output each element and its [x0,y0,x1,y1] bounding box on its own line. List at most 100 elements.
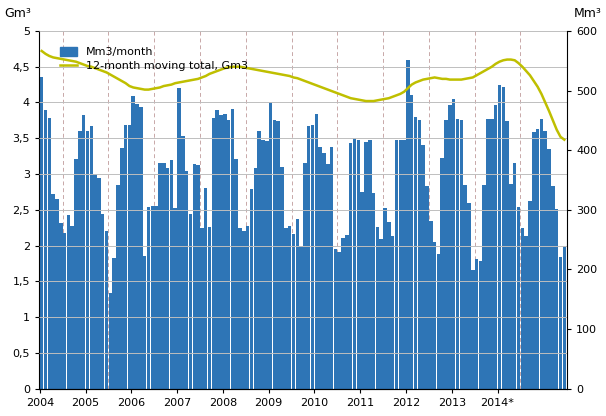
Bar [101,214,104,389]
Bar [223,114,227,389]
Bar [291,234,295,389]
Bar [67,215,70,389]
Bar [97,178,101,389]
Bar [158,163,162,389]
Bar [494,105,498,389]
Bar [193,164,196,389]
Bar [399,140,402,389]
Bar [559,257,562,389]
Bar [59,223,62,389]
Bar [315,114,318,389]
Bar [55,199,59,389]
Bar [441,158,444,389]
Bar [280,167,284,389]
Bar [265,141,268,389]
Bar [402,140,406,389]
Bar [303,163,307,389]
Bar [299,245,303,389]
Bar [132,96,135,389]
Bar [185,171,188,389]
Bar [311,125,315,389]
Bar [410,95,413,389]
Bar [551,186,554,389]
Bar [47,118,51,389]
Bar [238,228,242,389]
Bar [341,238,345,389]
Bar [448,105,451,389]
Bar [215,110,219,389]
Bar [200,228,204,389]
Bar [509,184,513,389]
Bar [376,227,379,389]
Bar [334,249,337,389]
Bar [93,174,97,389]
Bar [105,231,108,389]
Bar [120,148,124,389]
Bar [490,119,494,389]
Bar [505,121,509,389]
Bar [112,258,116,389]
Bar [452,99,456,389]
Bar [162,163,165,389]
Bar [475,259,478,389]
Bar [562,245,566,389]
Bar [532,132,536,389]
Bar [383,208,387,389]
Bar [261,140,265,389]
Bar [143,256,147,389]
Bar [387,222,391,389]
Bar [406,59,410,389]
Bar [459,120,463,389]
Bar [242,231,245,389]
Bar [379,239,383,389]
Bar [52,194,55,389]
Bar [361,192,364,389]
Bar [528,201,531,389]
Bar [437,254,440,389]
Bar [433,242,436,389]
Bar [78,131,82,389]
Bar [85,131,89,389]
Bar [108,293,112,389]
Bar [498,84,501,389]
Bar [368,140,371,389]
Bar [124,125,127,389]
Bar [322,153,326,389]
Bar [188,214,192,389]
Bar [326,164,330,389]
Bar [536,129,539,389]
Bar [544,131,547,389]
Bar [456,119,459,389]
Bar [364,142,368,389]
Bar [395,140,398,389]
Bar [246,226,250,389]
Text: Gm³: Gm³ [4,7,32,20]
Bar [486,119,490,389]
Bar [250,189,253,389]
Bar [296,219,299,389]
Bar [63,233,66,389]
Bar [219,115,223,389]
Bar [521,228,524,389]
Bar [166,168,169,389]
Bar [211,117,215,389]
Bar [471,270,474,389]
Bar [269,102,272,389]
Bar [139,107,142,389]
Bar [482,185,486,389]
Text: Mm³: Mm³ [574,7,602,20]
Bar [307,126,310,389]
Bar [330,147,333,389]
Bar [196,165,200,389]
Bar [421,146,425,389]
Bar [284,228,288,389]
Bar [44,110,47,389]
Legend: Mm3/month, 12-month moving total, Gm3: Mm3/month, 12-month moving total, Gm3 [60,47,248,71]
Bar [414,117,418,389]
Bar [345,235,348,389]
Bar [464,186,467,389]
Bar [540,119,543,389]
Bar [235,159,238,389]
Bar [181,136,185,389]
Bar [555,209,559,389]
